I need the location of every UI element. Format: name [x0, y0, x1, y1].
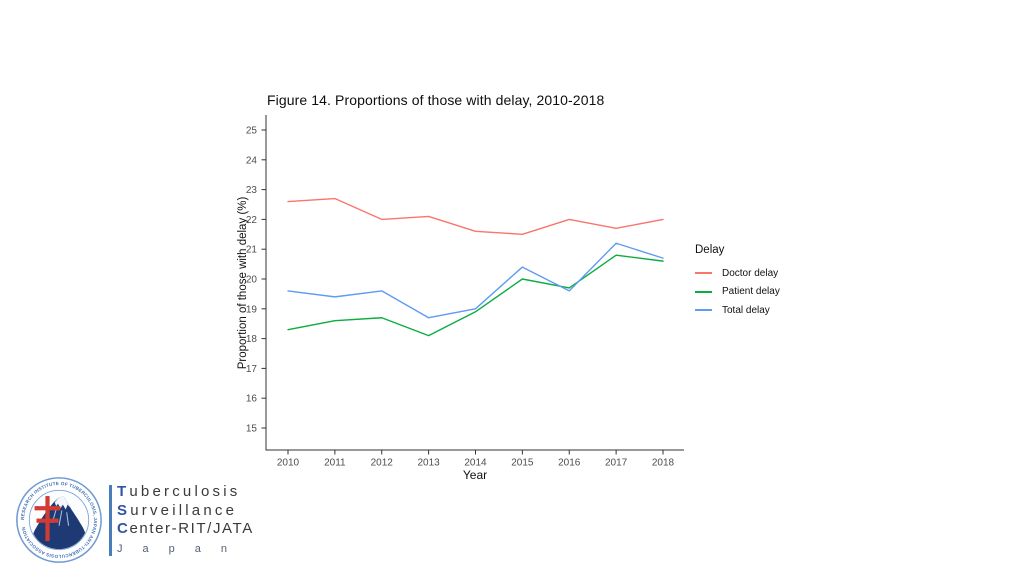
doctor-delay-line-swatch	[695, 272, 712, 275]
legend-item-doctor-delay: Doctor delay	[695, 264, 780, 283]
x-axis-label: Year	[462, 468, 488, 482]
series-line-patient-delay	[287, 254, 664, 337]
lorraine-cross-icon	[34, 496, 61, 542]
y-tick-label: 22	[246, 215, 258, 226]
x-tick-label: 2010	[277, 458, 300, 469]
y-tick-label: 20	[246, 275, 258, 286]
total-delay-line-swatch	[695, 309, 712, 312]
patient-delay-line-swatch	[695, 290, 712, 293]
y-tick-label: 15	[246, 424, 258, 435]
x-tick-label: 2012	[371, 458, 394, 469]
y-tick-label: 19	[246, 304, 258, 315]
rit-jata-logo: RESEARCH INSTITUTE OF TUBERCULOSIS, JAPA…	[16, 477, 102, 563]
legend-label-doctor-delay: Doctor delay	[722, 267, 779, 279]
series-line-doctor-delay	[287, 197, 664, 236]
x-tick-label: 2018	[652, 458, 675, 469]
snow-cap-icon	[54, 496, 71, 510]
x-tick-label: 2016	[558, 458, 581, 469]
y-tick-label: 23	[246, 185, 258, 196]
y-tick-label: 21	[246, 245, 258, 256]
wordmark-japan: Japan	[117, 542, 247, 555]
x-tick-label: 2014	[464, 458, 487, 469]
chart-title: Figure 14. Proportions of those with del…	[267, 92, 605, 108]
wordmark-line-tuberculosis: Tuberculosis	[117, 483, 241, 500]
legend-label-patient-delay: Patient delay	[722, 286, 780, 298]
x-tick-label: 2017	[605, 458, 628, 469]
chart-legend: Delay Doctor delay Patient delay Total d…	[695, 244, 780, 320]
wordmark-line-center-rit-jata: Center-RIT/JATA	[117, 520, 254, 537]
series-line-total-delay	[287, 242, 664, 319]
y-tick-label: 17	[246, 364, 258, 375]
y-tick-label: 18	[246, 334, 258, 345]
legend-title: Delay	[695, 244, 725, 256]
legend-label-total-delay: Total delay	[722, 304, 770, 316]
legend-item-total-delay: Total delay	[695, 301, 780, 320]
footer-wordmark: Tuberculosis Surveillance Center-RIT/JAT…	[117, 483, 254, 555]
y-tick-label: 25	[246, 126, 258, 137]
wordmark-line-surveillance: Surveillance	[117, 501, 238, 519]
y-tick-label: 16	[246, 394, 258, 405]
y-tick-label: 24	[246, 155, 258, 166]
footer-divider	[109, 485, 112, 556]
x-tick-label: 2013	[418, 458, 441, 469]
legend-item-patient-delay: Patient delay	[695, 283, 780, 302]
x-tick-label: 2011	[324, 458, 346, 469]
x-tick-label: 2015	[511, 458, 534, 469]
